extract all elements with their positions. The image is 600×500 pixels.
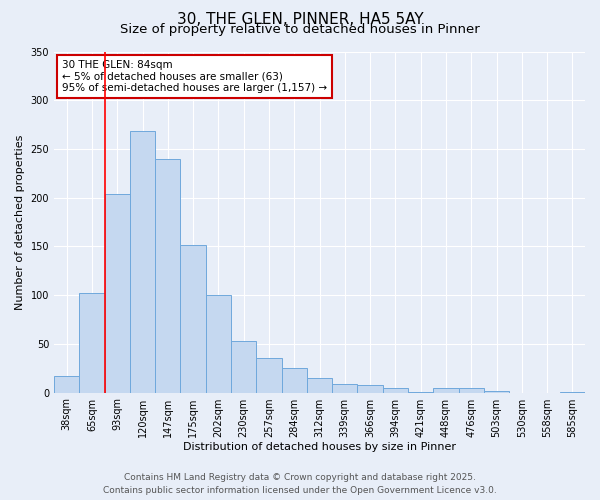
Bar: [130, 132, 155, 392]
Text: Contains HM Land Registry data © Crown copyright and database right 2025.
Contai: Contains HM Land Registry data © Crown c…: [103, 474, 497, 495]
Text: Size of property relative to detached houses in Pinner: Size of property relative to detached ho…: [120, 22, 480, 36]
Bar: [181, 246, 206, 392]
Bar: [206, 295, 231, 392]
Bar: [104, 194, 130, 392]
Bar: [433, 388, 458, 392]
Bar: [307, 378, 332, 392]
Bar: [231, 341, 256, 392]
Bar: [79, 293, 104, 392]
Bar: [155, 158, 181, 392]
Bar: [54, 376, 79, 392]
Bar: [484, 390, 509, 392]
Bar: [383, 388, 408, 392]
Text: 30 THE GLEN: 84sqm
← 5% of detached houses are smaller (63)
95% of semi-detached: 30 THE GLEN: 84sqm ← 5% of detached hous…: [62, 60, 327, 93]
X-axis label: Distribution of detached houses by size in Pinner: Distribution of detached houses by size …: [183, 442, 456, 452]
Bar: [281, 368, 307, 392]
Bar: [332, 384, 358, 392]
Text: 30, THE GLEN, PINNER, HA5 5AY: 30, THE GLEN, PINNER, HA5 5AY: [176, 12, 424, 28]
Bar: [358, 385, 383, 392]
Bar: [256, 358, 281, 392]
Y-axis label: Number of detached properties: Number of detached properties: [15, 134, 25, 310]
Bar: [458, 388, 484, 392]
